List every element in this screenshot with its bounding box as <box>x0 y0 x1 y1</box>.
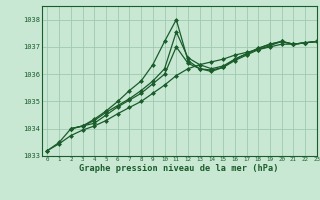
X-axis label: Graphe pression niveau de la mer (hPa): Graphe pression niveau de la mer (hPa) <box>79 164 279 173</box>
